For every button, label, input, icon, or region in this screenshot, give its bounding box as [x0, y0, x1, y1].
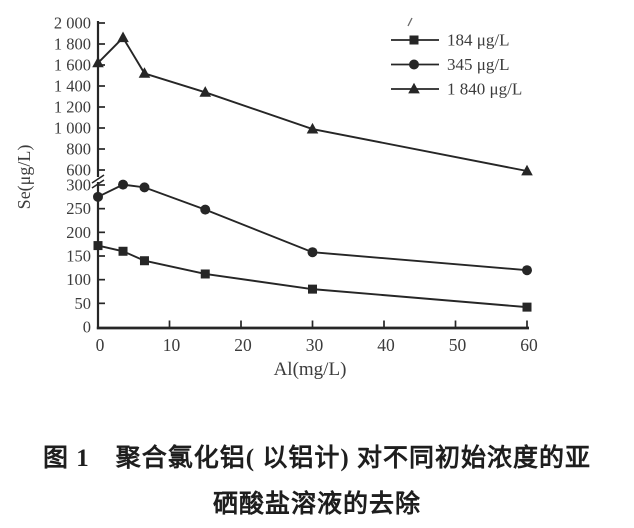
scan-artifact-mark: [407, 17, 413, 27]
series-triangle: [92, 31, 533, 176]
legend-item-triangle: 1 840 μg/L: [391, 80, 522, 99]
y-tick-label: 150: [66, 247, 91, 266]
x-tick-label: 0: [96, 335, 105, 355]
y-tick-label: 1 400: [54, 77, 91, 96]
x-tick-labels: 0 10 20 30 40 50 60: [96, 320, 538, 355]
y-axis-title: Se(μg/L): [14, 145, 35, 210]
y-tick-label: 50: [75, 294, 92, 313]
y-tick-label: 0: [83, 318, 91, 337]
y-tick-label: 200: [66, 223, 91, 242]
y-tick-label: 2 000: [54, 14, 91, 33]
y-tick-label: 1 600: [54, 56, 91, 75]
series-circle: [93, 179, 532, 276]
y-axis-break-icon: [91, 174, 105, 189]
caption-line-1: 图 1 聚合氯化铝( 以铝计) 对不同初始浓度的亚: [43, 445, 591, 472]
legend-item-circle: 345 μg/L: [391, 55, 509, 74]
legend: 184 μg/L 345 μg/L 1 840 μg/L: [391, 31, 522, 99]
figure-caption: 图 1 聚合氯化铝( 以铝计) 对不同初始浓度的亚 硒酸盐溶液的去除: [0, 436, 634, 528]
legend-label: 345 μg/L: [447, 55, 509, 74]
x-tick-label: 50: [449, 335, 467, 355]
legend-label: 184 μg/L: [447, 31, 509, 50]
x-tick-label: 20: [234, 335, 252, 355]
legend-item-square: 184 μg/L: [391, 31, 509, 50]
y-tick-label: 1 000: [54, 119, 91, 138]
y-tick-label: 1 800: [54, 35, 91, 54]
y-tick-label: 250: [66, 199, 91, 218]
x-tick-label: 60: [520, 335, 538, 355]
x-tick-label: 40: [377, 335, 395, 355]
y-tick-label: 800: [66, 140, 91, 159]
y-tick-label: 600: [66, 161, 91, 180]
series-square: [93, 241, 532, 312]
y-tick-label: 100: [66, 270, 91, 289]
x-axis-title: Al(mg/L): [274, 359, 347, 380]
x-tick-label: 30: [306, 335, 324, 355]
y-tick-label: 300: [66, 176, 91, 195]
caption-line-2: 硒酸盐溶液的去除: [212, 491, 421, 518]
legend-label: 1 840 μg/L: [447, 80, 522, 99]
y-tick-label: 1 200: [54, 98, 91, 117]
x-tick-label: 10: [163, 335, 181, 355]
